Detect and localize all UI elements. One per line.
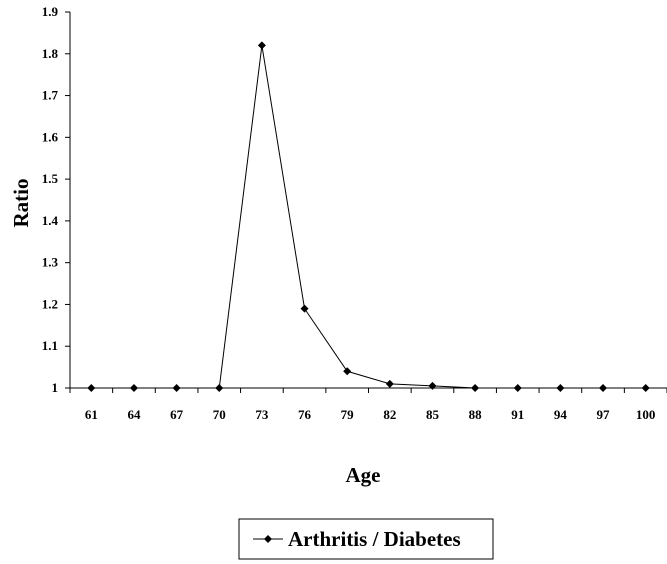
y-tick-label: 1.9 [42,4,59,19]
x-tick-label: 94 [554,407,568,422]
x-tick-label: 100 [636,407,656,422]
data-point-marker [599,384,608,392]
legend: Arthritis / Diabetes [238,518,494,560]
x-tick-label: 88 [469,407,483,422]
y-axis-title: Ratio [9,179,33,228]
y-tick-label: 1 [52,380,59,395]
x-tick-label: 79 [341,407,355,422]
x-tick-label: 91 [511,407,524,422]
data-point-marker [385,379,394,388]
x-tick-label: 73 [255,407,269,422]
y-tick-label: 1.6 [42,129,59,144]
y-tick-label: 1.8 [42,46,59,61]
y-tick-label: 1.5 [42,171,59,186]
data-point-marker [641,384,650,392]
data-point-marker [556,384,565,392]
x-axis-title: Age [346,463,381,487]
x-axis-ticks: 61 64 67 70 73 76 79 82 85 88 91 94 97 100 [69,388,667,422]
data-point-marker [471,384,480,392]
x-tick-label: 85 [426,407,440,422]
x-tick-label: 97 [597,407,611,422]
data-point-marker [172,384,181,392]
data-point-marker [428,381,437,390]
data-point-marker [257,41,266,50]
y-tick-label: 1.2 [42,296,58,311]
data-point-marker [513,384,522,392]
y-tick-label: 1.1 [42,338,58,353]
data-point-marker [300,304,309,313]
data-point-marker [129,384,138,392]
y-tick-label: 1.4 [42,213,59,228]
data-point-marker [343,367,352,376]
data-point-marker [215,384,224,392]
x-tick-label: 67 [170,407,184,422]
x-tick-label: 64 [127,407,141,422]
x-tick-label: 61 [85,407,98,422]
series-line [91,45,646,389]
y-tick-label: 1.3 [42,255,59,270]
series-layer [87,41,650,392]
y-tick-label: 1.7 [42,88,59,103]
data-point-marker [87,384,96,392]
x-tick-label: 82 [383,407,396,422]
legend-marker-diamond [264,535,272,543]
legend-label: Arthritis / Diabetes [288,527,461,551]
x-tick-label: 70 [213,407,226,422]
x-tick-label: 76 [298,407,312,422]
y-axis-ticks: 1 1.1 1.2 1.3 1.4 1.5 1.6 1.7 1.8 1.9 [42,4,70,395]
